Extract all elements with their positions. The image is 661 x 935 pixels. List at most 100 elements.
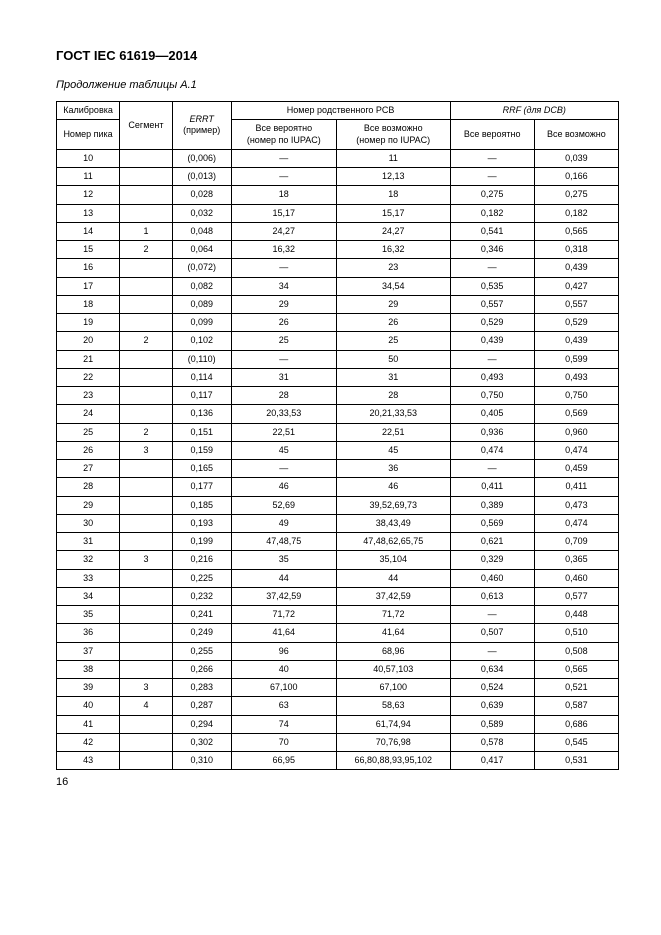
table-cell: 0,960 xyxy=(534,423,618,441)
table-cell: 0,411 xyxy=(534,478,618,496)
th-poss-s: (номер по IUPAC) xyxy=(356,135,430,145)
table-cell: 34 xyxy=(57,587,120,605)
table-cell: 35,104 xyxy=(336,551,450,569)
table-cell: 29 xyxy=(231,295,336,313)
page: ГОСТ IEC 61619—2014 Продолжение таблицы … xyxy=(0,0,661,800)
table-row: 240,13620,33,5320,21,33,530,4050,569 xyxy=(57,405,619,423)
table-cell: 40 xyxy=(57,697,120,715)
doc-title: ГОСТ IEC 61619—2014 xyxy=(56,48,619,63)
table-cell: 24,27 xyxy=(336,222,450,240)
table-cell: 28 xyxy=(231,387,336,405)
table-cell xyxy=(120,460,173,478)
table-cell: 0,114 xyxy=(172,368,231,386)
table-cell: 15 xyxy=(57,241,120,259)
table-cell: 16 xyxy=(57,259,120,277)
table-row: 1410,04824,2724,270,5410,565 xyxy=(57,222,619,240)
table-cell: 0,473 xyxy=(534,496,618,514)
table-cell: 20,33,53 xyxy=(231,405,336,423)
table-cell: 30 xyxy=(57,514,120,532)
table-cell: 37,42,59 xyxy=(231,587,336,605)
table-cell: 0,521 xyxy=(534,679,618,697)
table-cell: 22,51 xyxy=(231,423,336,441)
table-row: 120,02818180,2750,275 xyxy=(57,186,619,204)
table-cell: 12,13 xyxy=(336,168,450,186)
table-cell xyxy=(120,496,173,514)
table-cell: 0,417 xyxy=(450,752,534,770)
table-cell: 12 xyxy=(57,186,120,204)
table-cell: 11 xyxy=(336,149,450,167)
table-row: 16(0,072)—23—0,439 xyxy=(57,259,619,277)
table-cell: 71,72 xyxy=(231,606,336,624)
table-cell: 0,639 xyxy=(450,697,534,715)
table-cell: 0,318 xyxy=(534,241,618,259)
table-cell: 34 xyxy=(231,277,336,295)
table-cell: 0,634 xyxy=(450,660,534,678)
table-cell: 38,43,49 xyxy=(336,514,450,532)
table-caption: Продолжение таблицы А.1 xyxy=(56,79,619,91)
table-cell: 47,48,75 xyxy=(231,533,336,551)
table-cell xyxy=(120,405,173,423)
table-cell: — xyxy=(231,460,336,478)
th-rrf: RRF (для DCB) xyxy=(450,102,618,120)
table-cell: 27 xyxy=(57,460,120,478)
table-cell: 18 xyxy=(231,186,336,204)
table-row: 180,08929290,5570,557 xyxy=(57,295,619,313)
table-row: 2020,10225250,4390,439 xyxy=(57,332,619,350)
table-cell: 23 xyxy=(57,387,120,405)
table-cell: 0,082 xyxy=(172,277,231,295)
table-cell: 0,621 xyxy=(450,533,534,551)
table-cell: 0,294 xyxy=(172,715,231,733)
table-cell: 0,474 xyxy=(534,514,618,532)
table-cell: 50 xyxy=(336,350,450,368)
table-cell: 0,686 xyxy=(534,715,618,733)
table-cell: (0,006) xyxy=(172,149,231,167)
table-cell: — xyxy=(450,642,534,660)
table-cell: 22 xyxy=(57,368,120,386)
table-cell: 0,493 xyxy=(534,368,618,386)
table-cell: 0,508 xyxy=(534,642,618,660)
table-cell: 0,587 xyxy=(534,697,618,715)
th-prob-t: Все вероятно xyxy=(255,123,312,133)
table-cell: 1 xyxy=(120,222,173,240)
table-cell xyxy=(120,624,173,642)
table-cell: 67,100 xyxy=(336,679,450,697)
table-cell: 0,310 xyxy=(172,752,231,770)
table-cell: 34,54 xyxy=(336,277,450,295)
table-cell: — xyxy=(231,149,336,167)
th-prob-s: (номер по IUPAC) xyxy=(247,135,321,145)
table-cell: 35 xyxy=(57,606,120,624)
table-cell: 43 xyxy=(57,752,120,770)
table-head: Калибровка Сегмент ERRT (пример) Номер р… xyxy=(57,102,619,150)
table-row: 290,18552,6939,52,69,730,3890,473 xyxy=(57,496,619,514)
th-nomer: Номер пика xyxy=(57,120,120,150)
table-cell: 0,750 xyxy=(534,387,618,405)
table-cell: 4 xyxy=(120,697,173,715)
table-cell xyxy=(120,514,173,532)
table-cell xyxy=(120,478,173,496)
table-cell xyxy=(120,168,173,186)
th-errt: ERRT (пример) xyxy=(172,102,231,150)
table-cell: 61,74,94 xyxy=(336,715,450,733)
table-cell: — xyxy=(450,259,534,277)
table-cell: 0,411 xyxy=(450,478,534,496)
table-row: 280,17746460,4110,411 xyxy=(57,478,619,496)
table-row: 1520,06416,3216,320,3460,318 xyxy=(57,241,619,259)
table-cell: 47,48,62,65,75 xyxy=(336,533,450,551)
table-cell: 0,241 xyxy=(172,606,231,624)
table-row: 2630,15945450,4740,474 xyxy=(57,441,619,459)
table-row: 190,09926260,5290,529 xyxy=(57,314,619,332)
table-cell: 18 xyxy=(336,186,450,204)
table-cell: 0,185 xyxy=(172,496,231,514)
table-cell: 0,159 xyxy=(172,441,231,459)
table-row: 430,31066,9566,80,88,93,95,1020,4170,531 xyxy=(57,752,619,770)
th-rrf-label: RRF (для DCB) xyxy=(503,105,566,115)
table-cell: 46 xyxy=(231,478,336,496)
table-cell: 0,255 xyxy=(172,642,231,660)
table-cell: 0,439 xyxy=(534,259,618,277)
table-cell: 3 xyxy=(120,551,173,569)
table-cell: 0,459 xyxy=(534,460,618,478)
table-cell: — xyxy=(231,168,336,186)
table-row: 130,03215,1715,170,1820,182 xyxy=(57,204,619,222)
table-cell: 0,541 xyxy=(450,222,534,240)
table-cell: 0,427 xyxy=(534,277,618,295)
